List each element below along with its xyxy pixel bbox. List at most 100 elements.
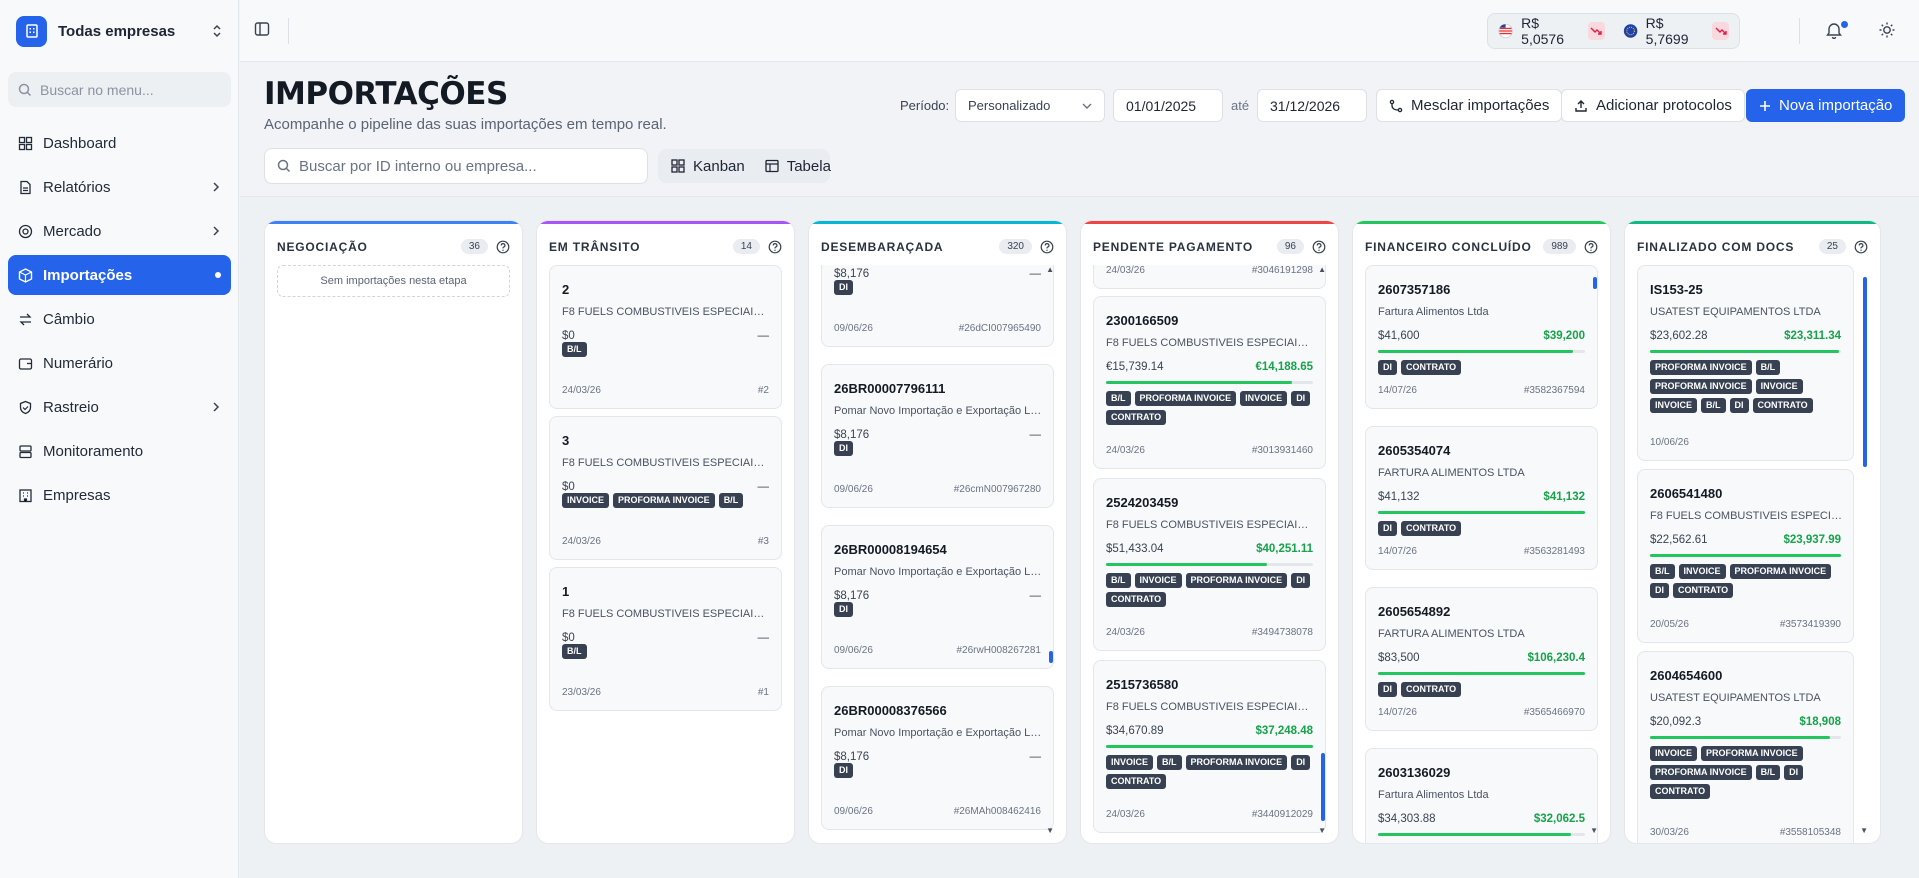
sidebar-item-mercado[interactable]: Mercado [8,211,231,251]
card-company: F8 FUELS COMBUSTIVEIS ESPECIAIS LTDA [1106,337,1315,349]
progress-bar [1378,511,1585,514]
document-tag: INVOICE [1106,755,1154,770]
chevron-updown-icon [213,24,221,38]
scrollbar-thumb[interactable] [1321,753,1325,821]
document-tag: PROFORMA INVOICE [1701,746,1803,761]
import-card[interactable]: 26BR00007796111 Pomar Novo Importação e E… [821,364,1054,508]
progress-fill [1650,350,1840,353]
sidebar-item-relatorios[interactable]: Relatórios [8,167,231,207]
sidebar-item-cambio[interactable]: Câmbio [8,299,231,339]
card-number: #3 [757,536,769,547]
card-paid: $106,230.4 [1527,652,1585,664]
table-view-button[interactable]: Tabela [755,152,841,180]
card-tags: INVOICE PROFORMA INVOICE B/L [562,493,773,512]
scroll-down-icon[interactable]: ▼ [1046,826,1054,835]
add-protocols-button[interactable]: Adicionar protocolos [1561,89,1745,122]
help-icon[interactable] [1854,240,1868,254]
scrollbar-thumb[interactable] [1049,651,1053,663]
document-tag: B/L [562,644,587,659]
new-import-button[interactable]: Nova importação [1746,89,1906,122]
import-card[interactable]: 26BR00008194654 Pomar Novo Importação e E… [821,525,1054,669]
kanban-view-button[interactable]: Kanban [661,152,755,180]
import-card[interactable]: 2607357186 Fartura Alimentos Ltda $41,600 $… [1365,265,1598,409]
card-date: 09/06/26 [834,806,873,817]
card-value: €15,739.14 [1106,361,1164,373]
divider [288,18,289,44]
date-from-input[interactable]: 01/01/2025 [1113,89,1223,122]
card-company: Fartura Alimentos Ltda [1378,789,1489,801]
help-icon[interactable] [1584,240,1598,254]
card-date: 14/07/26 [1378,385,1417,396]
scroll-up-icon[interactable]: ▲ [1046,265,1054,274]
sidebar-item-rastreio[interactable]: Rastreio [8,387,231,427]
help-icon[interactable] [1312,240,1326,254]
import-card[interactable]: 1 F8 FUELS COMBUSTIVEIS ESPECIAIS LTDA $0 —… [549,567,782,711]
import-card[interactable]: 2524203459 F8 FUELS COMBUSTIVEIS ESPECIAI… [1093,478,1326,651]
scrollbar-thumb[interactable] [1863,277,1867,467]
card-paid: — [1029,590,1042,602]
import-card[interactable]: 2606541480 F8 FUELS COMBUSTIVEIS ESPECIAI… [1637,469,1854,643]
table-label: Tabela [786,157,831,175]
import-card[interactable]: 2300166509 F8 FUELS COMBUSTIVEIS ESPECIAI… [1093,296,1326,469]
column-count: 36 [460,239,488,254]
usd-rate: R$ 5,0576 [1521,15,1564,47]
card-date: 24/03/26 [562,385,601,396]
trend-down-icon [1587,22,1605,40]
kanban-column-em-transito: EM TRÂNSITO 14 2 F8 FUELS COMBUSTIVEIS ES… [536,220,795,844]
progress-fill [1650,736,1830,739]
sidebar-toggle-button[interactable] [254,21,270,37]
scroll-up-icon[interactable]: ▲ [1318,265,1326,274]
import-card[interactable]: 2603136029 Fartura Alimentos Ltda $34,303.… [1365,748,1598,843]
import-search-input[interactable]: Buscar por ID interno ou empresa... [264,148,648,184]
import-card[interactable]: IS153-25 USATEST EQUIPAMENTOS LTDA $23,602… [1637,265,1854,461]
import-card[interactable]: 2605354074 FARTURA ALIMENTOS LTDA $41,132 $… [1365,426,1598,570]
card-company: F8 FUELS COMBUSTIVEIS ESPECIAIS LTDA [562,608,771,620]
notifications-button[interactable] [1826,21,1842,39]
import-card[interactable]: 24/03/26 #3046191298 [1093,265,1326,289]
card-company: F8 FUELS COMBUSTIVEIS ESPECIAIS LTDA [562,457,771,469]
import-card[interactable]: 2515736580 F8 FUELS COMBUSTIVEIS ESPECIAI… [1093,660,1326,833]
period-select[interactable]: Personalizado [955,89,1105,122]
menu-search-input[interactable]: Buscar no menu... [8,72,231,107]
menu-search-placeholder: Buscar no menu... [40,81,154,98]
sidebar-item-dashboard[interactable]: Dashboard [8,123,231,163]
card-tags: B/L INVOICE PROFORMA INVOICE DI CONTRATO [1650,564,1845,602]
card-number: #26dCI007965490 [958,323,1041,334]
import-card[interactable]: 2605654892 FARTURA ALIMENTOS LTDA $83,500 $… [1365,587,1598,731]
help-icon[interactable] [1040,240,1054,254]
help-icon[interactable] [768,240,782,254]
workspace-switcher[interactable]: Todas empresas [8,11,231,51]
chevron-right-icon [213,402,220,412]
import-card[interactable]: 2604654600 USATEST EQUIPAMENTOS LTDA $20,0… [1637,651,1854,843]
card-tags: DI CONTRATO [1378,682,1589,701]
import-card[interactable]: 2 F8 FUELS COMBUSTIVEIS ESPECIAIS LTDA $0 —… [549,265,782,409]
chart-icon [18,224,33,238]
sidebar-item-label: Rastreio [43,398,99,416]
theme-toggle-button[interactable] [1878,21,1896,39]
scroll-down-icon[interactable]: ▼ [1318,826,1326,835]
scroll-down-icon[interactable]: ▼ [1590,826,1598,835]
scrollbar-thumb[interactable] [1593,277,1597,289]
card-date: 09/06/26 [834,484,873,495]
sidebar-item-numerario[interactable]: Numerário [8,343,231,383]
card-company: F8 FUELS COMBUSTIVEIS ESPECIAIS LTDA [1650,510,1843,522]
card-paid: — [757,330,770,342]
card-value: $0 [562,481,575,493]
column-header: EM TRÂNSITO 14 [549,239,782,254]
card-company: Pomar Novo Importação e Exportação Ltda [834,727,1043,739]
help-icon[interactable] [496,240,510,254]
scroll-down-icon[interactable]: ▼ [1860,826,1868,835]
date-to-input[interactable]: 31/12/2026 [1257,89,1367,122]
sidebar-item-empresas[interactable]: Empresas [8,475,231,515]
sidebar-item-importacoes[interactable]: Importações [8,255,231,295]
document-tag: B/L [1157,755,1182,770]
import-card[interactable]: 26BR00008376566 Pomar Novo Importação e E… [821,686,1054,830]
card-number: #26MAh008462416 [953,806,1041,817]
empty-state: Sem importações nesta etapa [277,265,510,297]
sidebar-item-monitoramento[interactable]: Monitoramento [8,431,231,471]
merge-imports-button[interactable]: Mesclar importações [1376,89,1563,122]
exchange-rates: R$ 5,0576 R$ 5,7699 [1487,13,1740,49]
import-card[interactable]: 3 F8 FUELS COMBUSTIVEIS ESPECIAIS LTDA $0 —… [549,416,782,560]
import-card[interactable]: $8,176 — DI 09/06/26 #26dCI007965490 [821,265,1054,347]
card-number: #1 [757,687,769,698]
